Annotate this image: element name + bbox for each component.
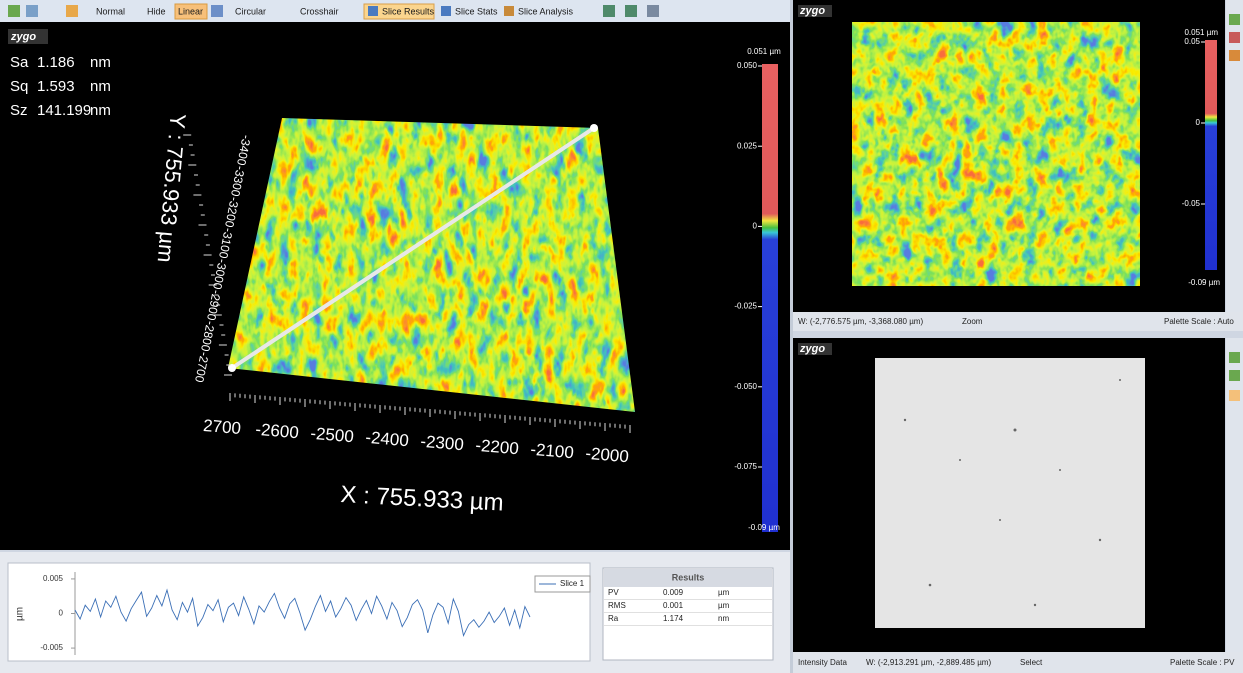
colorbar-tick-label: -0.075 [734, 462, 757, 471]
colorbar-bottom-label: -0.09 µm [748, 523, 780, 532]
results-cell: nm [718, 614, 729, 623]
x-tick-label: -2200 [475, 436, 520, 459]
surface-3d [220, 110, 640, 420]
status-data: Intensity Data [798, 658, 847, 667]
side-icon[interactable] [1229, 390, 1240, 401]
side-icon[interactable] [1229, 50, 1240, 61]
colorbar-tick-label: 0 [753, 222, 758, 231]
stat-unit: nm [90, 78, 111, 95]
slice-chart-frame [8, 563, 590, 661]
y-tick-label: 0 [59, 609, 64, 618]
surface-map [852, 22, 1140, 286]
logo: zygo [799, 5, 825, 17]
side-icon[interactable] [1229, 14, 1240, 25]
toolbar-button[interactable]: Slice Results [382, 6, 435, 16]
status-coords: W: (-2,776.575 µm, -3,368.080 µm) [798, 317, 923, 326]
colorbar [762, 64, 778, 532]
side-icon[interactable] [1229, 32, 1240, 43]
side-icon[interactable] [1229, 370, 1240, 381]
x-tick-label: -2400 [365, 428, 410, 451]
x-tick-label: -2300 [420, 432, 465, 455]
toolbar-icon[interactable] [603, 5, 615, 17]
results-cell: Ra [608, 614, 619, 623]
stat-unit: nm [90, 54, 111, 71]
side-toolbar [1226, 338, 1243, 652]
toolbar-icon[interactable] [441, 6, 451, 16]
colorbar-tick-label: 0.05 [1184, 37, 1200, 46]
y-axis-label: µm [15, 607, 26, 621]
toolbar-icon[interactable] [26, 5, 38, 17]
surface-texture [220, 110, 640, 420]
toolbar-icon[interactable] [8, 5, 20, 17]
results-cell: µm [718, 588, 730, 597]
colorbar [1205, 40, 1217, 270]
intensity-image [875, 358, 1145, 628]
x-tick-label: -2100 [530, 440, 575, 463]
colorbar-tick-label: -0.025 [734, 302, 757, 311]
splitter[interactable] [790, 0, 793, 673]
results-cell: 0.001 [663, 601, 684, 610]
toolbar-button[interactable]: Slice Analysis [518, 6, 574, 16]
toolbar-button[interactable]: Slice Stats [455, 6, 498, 16]
x-tick-label: 2700 [202, 416, 241, 438]
slice-handle[interactable] [590, 124, 598, 132]
toolbar-icon[interactable] [625, 5, 637, 17]
stat-name: Sq [10, 78, 28, 95]
toolbar-icon[interactable] [211, 5, 223, 17]
toolbar-icon[interactable] [66, 5, 78, 17]
logo: zygo [799, 343, 825, 355]
x-tick-label: -2000 [585, 444, 630, 467]
status-mode: Select [1020, 658, 1043, 667]
toolbar-button[interactable]: Crosshair [300, 6, 339, 16]
toolbar-button[interactable]: Hide [147, 6, 166, 16]
stat-value: 1.593 [37, 78, 75, 95]
results-cell: 0.009 [663, 588, 684, 597]
colorbar-tick-label: 0.050 [737, 61, 758, 70]
x-tick-label: -2500 [310, 424, 355, 447]
status-mode: Zoom [962, 317, 983, 326]
legend-label: Slice 1 [560, 579, 585, 588]
stat-name: Sz [10, 102, 28, 119]
toolbar-icon[interactable] [504, 6, 514, 16]
colorbar-top-label: 0.051 µm [1184, 28, 1218, 37]
colorbar-tick-label: 0 [1196, 118, 1201, 127]
stat-name: Sa [10, 54, 29, 71]
side-icon[interactable] [1229, 352, 1240, 363]
toolbar-button[interactable]: Linear [178, 6, 203, 16]
results-cell: 1.174 [663, 614, 684, 623]
stat-value: 1.186 [37, 54, 75, 71]
results-cell: RMS [608, 601, 626, 610]
results-cell: µm [718, 601, 730, 610]
colorbar-tick-label: 0.025 [737, 141, 758, 150]
results-cell: PV [608, 588, 619, 597]
x-tick-label: -2600 [255, 420, 300, 443]
status-palette: Palette Scale : PV [1170, 658, 1235, 667]
toolbar-button[interactable]: Circular [235, 6, 266, 16]
toolbar-icon[interactable] [368, 6, 378, 16]
colorbar-top-label: 0.051 µm [747, 47, 781, 56]
side-toolbar [1226, 0, 1243, 312]
logo: zygo [10, 31, 36, 43]
stat-value: 141.199 [37, 102, 91, 119]
y-tick-label: 0.005 [43, 574, 64, 583]
status-coords: W: (-2,913.291 µm, -2,889.485 µm) [866, 658, 991, 667]
viewer-window: Normal Hide Linear Circular Crosshair Sl… [0, 0, 1243, 673]
colorbar-bottom-label: -0.09 µm [1188, 278, 1220, 287]
status-palette: Palette Scale : Auto [1164, 317, 1234, 326]
colorbar-tick-label: -0.05 [1182, 199, 1201, 208]
toolbar-button[interactable]: Normal [96, 6, 125, 16]
colorbar-tick-label: -0.050 [734, 382, 757, 391]
toolbar-icon[interactable] [647, 5, 659, 17]
results-title: Results [672, 572, 705, 582]
stat-unit: nm [90, 102, 111, 119]
y-tick-label: -0.005 [40, 643, 63, 652]
